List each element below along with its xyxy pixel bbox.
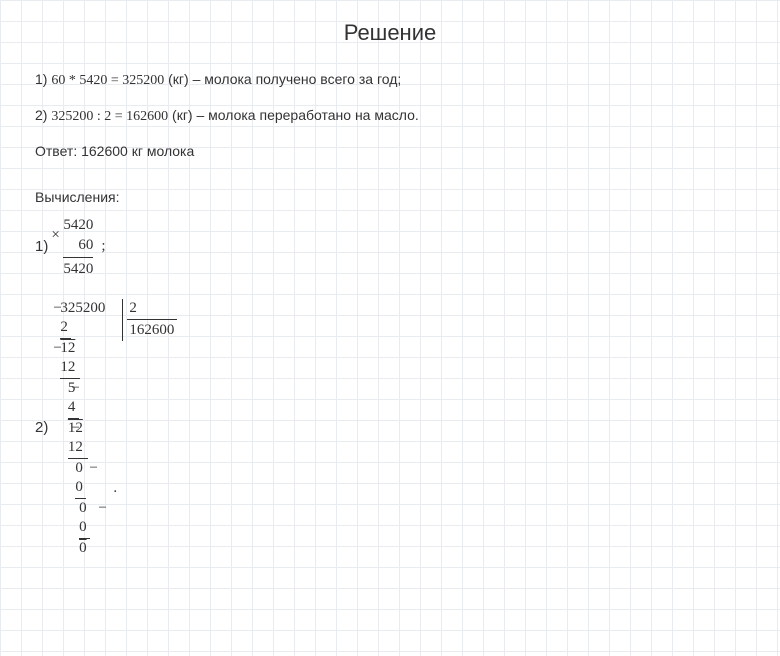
divisor-box: 2 162600 [122,299,177,341]
answer-line: Ответ: 162600 кг молока [35,143,745,159]
div-step: − 0 [60,459,105,479]
step-unit: (кг) [168,107,196,123]
mult-result: 5420 [63,259,93,279]
terminator: ; [101,238,105,255]
answer-value: 162600 [81,143,128,159]
div-step: 0 [60,539,105,559]
mult-rule [63,257,93,258]
step-prefix: 1) [35,71,51,87]
multiplication-work: 1) × 5420 60 5420 ; [35,215,745,279]
div-step: 0 [60,478,105,499]
answer-unit: кг молока [128,143,194,159]
div-step: 0 [60,518,105,539]
divisor: 2 [127,299,177,321]
div-step: − 5 [60,379,105,399]
step-desc: – молока переработано на масло. [196,107,418,123]
div-step: − 0 [60,499,105,519]
step-1: 1) 60 * 5420 = 325200 (кг) – молока полу… [35,71,745,89]
times-icon: × [51,225,59,245]
quotient: 162600 [127,320,177,341]
div-step: −12 [60,339,105,359]
step-expr: 325200 : 2 = 162600 [51,109,168,124]
step-2: 2) 325200 : 2 = 162600 (кг) – молока пер… [35,107,745,125]
div-step: 12 [60,438,105,459]
calculations-header: Вычисления: [35,189,745,205]
step-unit: (кг) [164,71,192,87]
div-step: − 12 [60,419,105,439]
step-desc: – молока получено всего за год; [193,71,402,87]
div-step: −325200 [60,299,105,319]
division-work: 2) 2 162600 −3252002−1212− 5 4− 12 12− 0… [35,299,745,559]
step-expr: 60 * 5420 = 325200 [51,73,164,88]
answer-label: Ответ: [35,143,81,159]
div-step: 4 [60,398,105,419]
mult-bottom: 60 [63,235,93,255]
div-step: 12 [60,358,105,379]
calc-label-2: 2) [35,419,48,436]
div-step: 2 [60,318,105,339]
step-prefix: 2) [35,107,51,123]
terminator: . [113,480,117,497]
mult-top: 5420 [63,215,93,235]
calc-label-1: 1) [35,238,48,255]
page-title: Решение [35,20,745,46]
